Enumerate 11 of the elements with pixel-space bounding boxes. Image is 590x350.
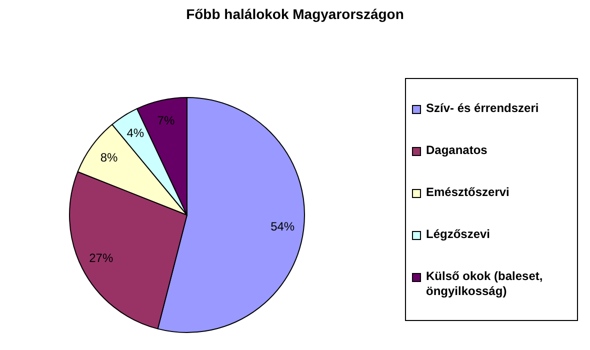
legend-label: Külső okok (baleset, öngyilkosság) xyxy=(426,268,544,298)
data-label: 54% xyxy=(270,219,295,234)
data-label: 27% xyxy=(89,251,114,266)
legend-label: Szív- és érrendszeri xyxy=(426,100,539,116)
data-label: 8% xyxy=(100,150,118,165)
legend-label: Daganatos xyxy=(426,142,488,158)
data-label: 7% xyxy=(157,113,175,128)
data-label: 4% xyxy=(126,126,144,140)
legend-label: Légzőszevi xyxy=(426,226,490,242)
legend-label: Emésztőszervi xyxy=(426,184,510,200)
chart-title: Főbb halálokok Magyarországon xyxy=(185,6,405,22)
